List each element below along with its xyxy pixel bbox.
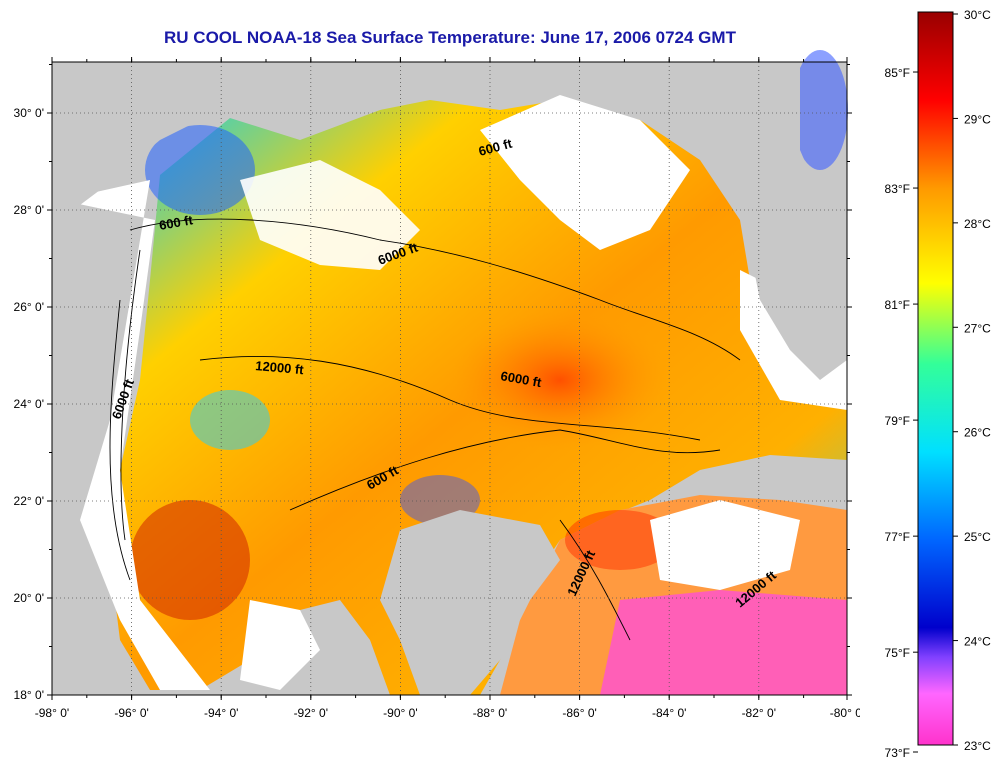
sst-map: 600 ft 600 ft 6000 ft 12000 ft 6000 ft 6…	[14, 50, 860, 720]
y-axis: 30° 0' 28° 0' 26° 0' 24° 0' 22° 0' 20° 0' 18° …	[14, 64, 852, 702]
fahrenheit-label: 83°F	[885, 182, 910, 196]
x-tick-label: -94° 0'	[204, 706, 238, 720]
colorbar-gradient	[917, 11, 954, 746]
x-tick-label: -90° 0'	[383, 706, 417, 720]
cool-patch-west	[190, 390, 270, 450]
x-tick-label: -84° 0'	[652, 706, 686, 720]
contour-label: 12000 ft	[255, 358, 305, 377]
cloud-mask	[60, 95, 847, 690]
fahrenheit-label: 73°F	[885, 746, 910, 760]
fahrenheit-label: 79°F	[885, 414, 910, 428]
loop-current-warm	[450, 310, 670, 450]
celsius-label: 23°C	[964, 739, 991, 753]
x-tick-label: -88° 0'	[473, 706, 507, 720]
land-masses	[52, 62, 847, 695]
x-tick-label: -80° 0'	[830, 706, 860, 720]
fahrenheit-label: 77°F	[885, 530, 910, 544]
colorbar-ticks: 30°C 29°C 28°C 27°C 26°C 25°C 24°C 23°C 85°F 83°F…	[885, 8, 992, 760]
x-tick-label: -92° 0'	[294, 706, 328, 720]
plot-frame	[51, 61, 848, 696]
fahrenheit-label: 75°F	[885, 646, 910, 660]
celsius-label: 27°C	[964, 321, 991, 335]
x-tick-label: -96° 0'	[114, 706, 148, 720]
atlantic-cool	[792, 50, 848, 170]
y-tick-label: 18° 0'	[14, 688, 44, 702]
contour-label: 6000 ft	[499, 368, 543, 390]
x-axis: -98° 0' -96° 0' -94° 0' -92° 0' -90° 0' -88° …	[35, 57, 860, 720]
yucatan-warm	[565, 510, 675, 570]
celsius-label: 24°C	[964, 635, 991, 649]
cool-patch-texas	[145, 125, 255, 215]
celsius-label: 28°C	[964, 217, 991, 231]
fahrenheit-label: 81°F	[885, 298, 910, 312]
warm-eddy-west	[130, 500, 250, 620]
celsius-label: 29°C	[964, 112, 991, 126]
celsius-label: 25°C	[964, 530, 991, 544]
y-tick-label: 26° 0'	[14, 300, 44, 314]
celsius-label: 26°C	[964, 426, 991, 440]
contour-label: 600 ft	[158, 212, 195, 233]
x-tick-label: -86° 0'	[562, 706, 596, 720]
y-tick-label: 30° 0'	[14, 106, 44, 120]
y-tick-label: 22° 0'	[14, 494, 44, 508]
x-tick-label: -82° 0'	[742, 706, 776, 720]
map-title: RU COOL NOAA-18 Sea Surface Temperature:…	[164, 28, 736, 47]
bathymetry-contours	[109, 218, 741, 641]
plot-area: 600 ft 600 ft 6000 ft 12000 ft 6000 ft 6…	[51, 50, 848, 696]
y-tick-label: 24° 0'	[14, 397, 44, 411]
y-tick-label: 20° 0'	[14, 591, 44, 605]
graticule	[52, 62, 847, 695]
color-scale: 30°C 29°C 28°C 27°C 26°C 25°C 24°C 23°C 85°F 83°F…	[885, 8, 992, 760]
y-tick-label: 28° 0'	[14, 203, 44, 217]
celsius-label: 30°C	[964, 8, 991, 22]
x-tick-label: -98° 0'	[35, 706, 69, 720]
fahrenheit-label: 85°F	[885, 66, 910, 80]
caribbean-cool	[600, 590, 847, 695]
